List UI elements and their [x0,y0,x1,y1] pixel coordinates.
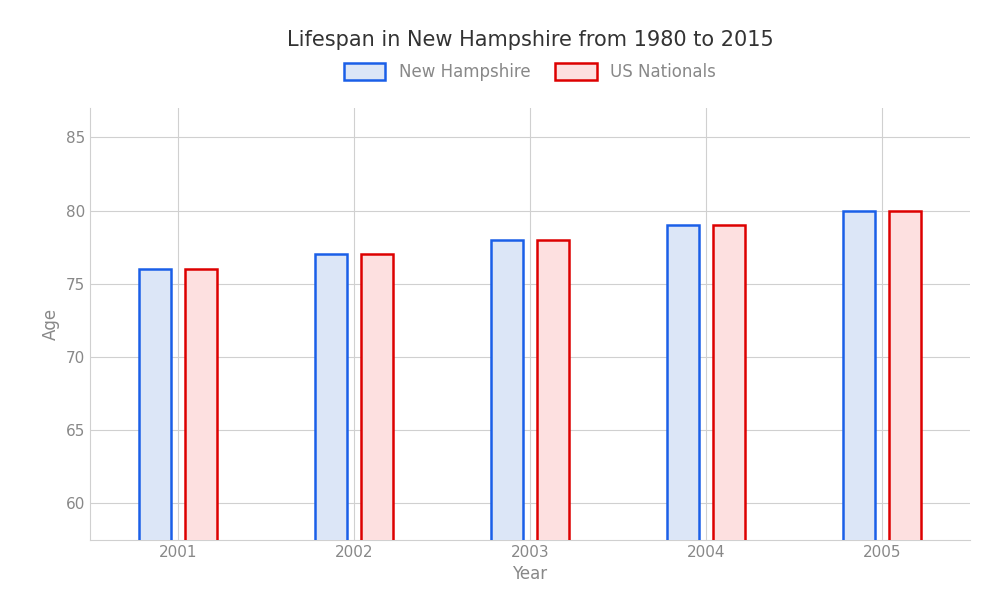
Bar [713,225,745,600]
Bar [843,211,875,600]
Title: Lifespan in New Hampshire from 1980 to 2015: Lifespan in New Hampshire from 1980 to 2… [287,29,773,50]
Bar [361,254,393,600]
X-axis label: Year: Year [512,565,548,583]
Bar [139,269,171,600]
Bar [491,240,523,600]
Legend: New Hampshire, US Nationals: New Hampshire, US Nationals [337,56,723,88]
Bar [315,254,347,600]
Bar [667,225,699,600]
Bar [889,211,921,600]
Y-axis label: Age: Age [42,308,60,340]
Bar [537,240,569,600]
Bar [185,269,217,600]
